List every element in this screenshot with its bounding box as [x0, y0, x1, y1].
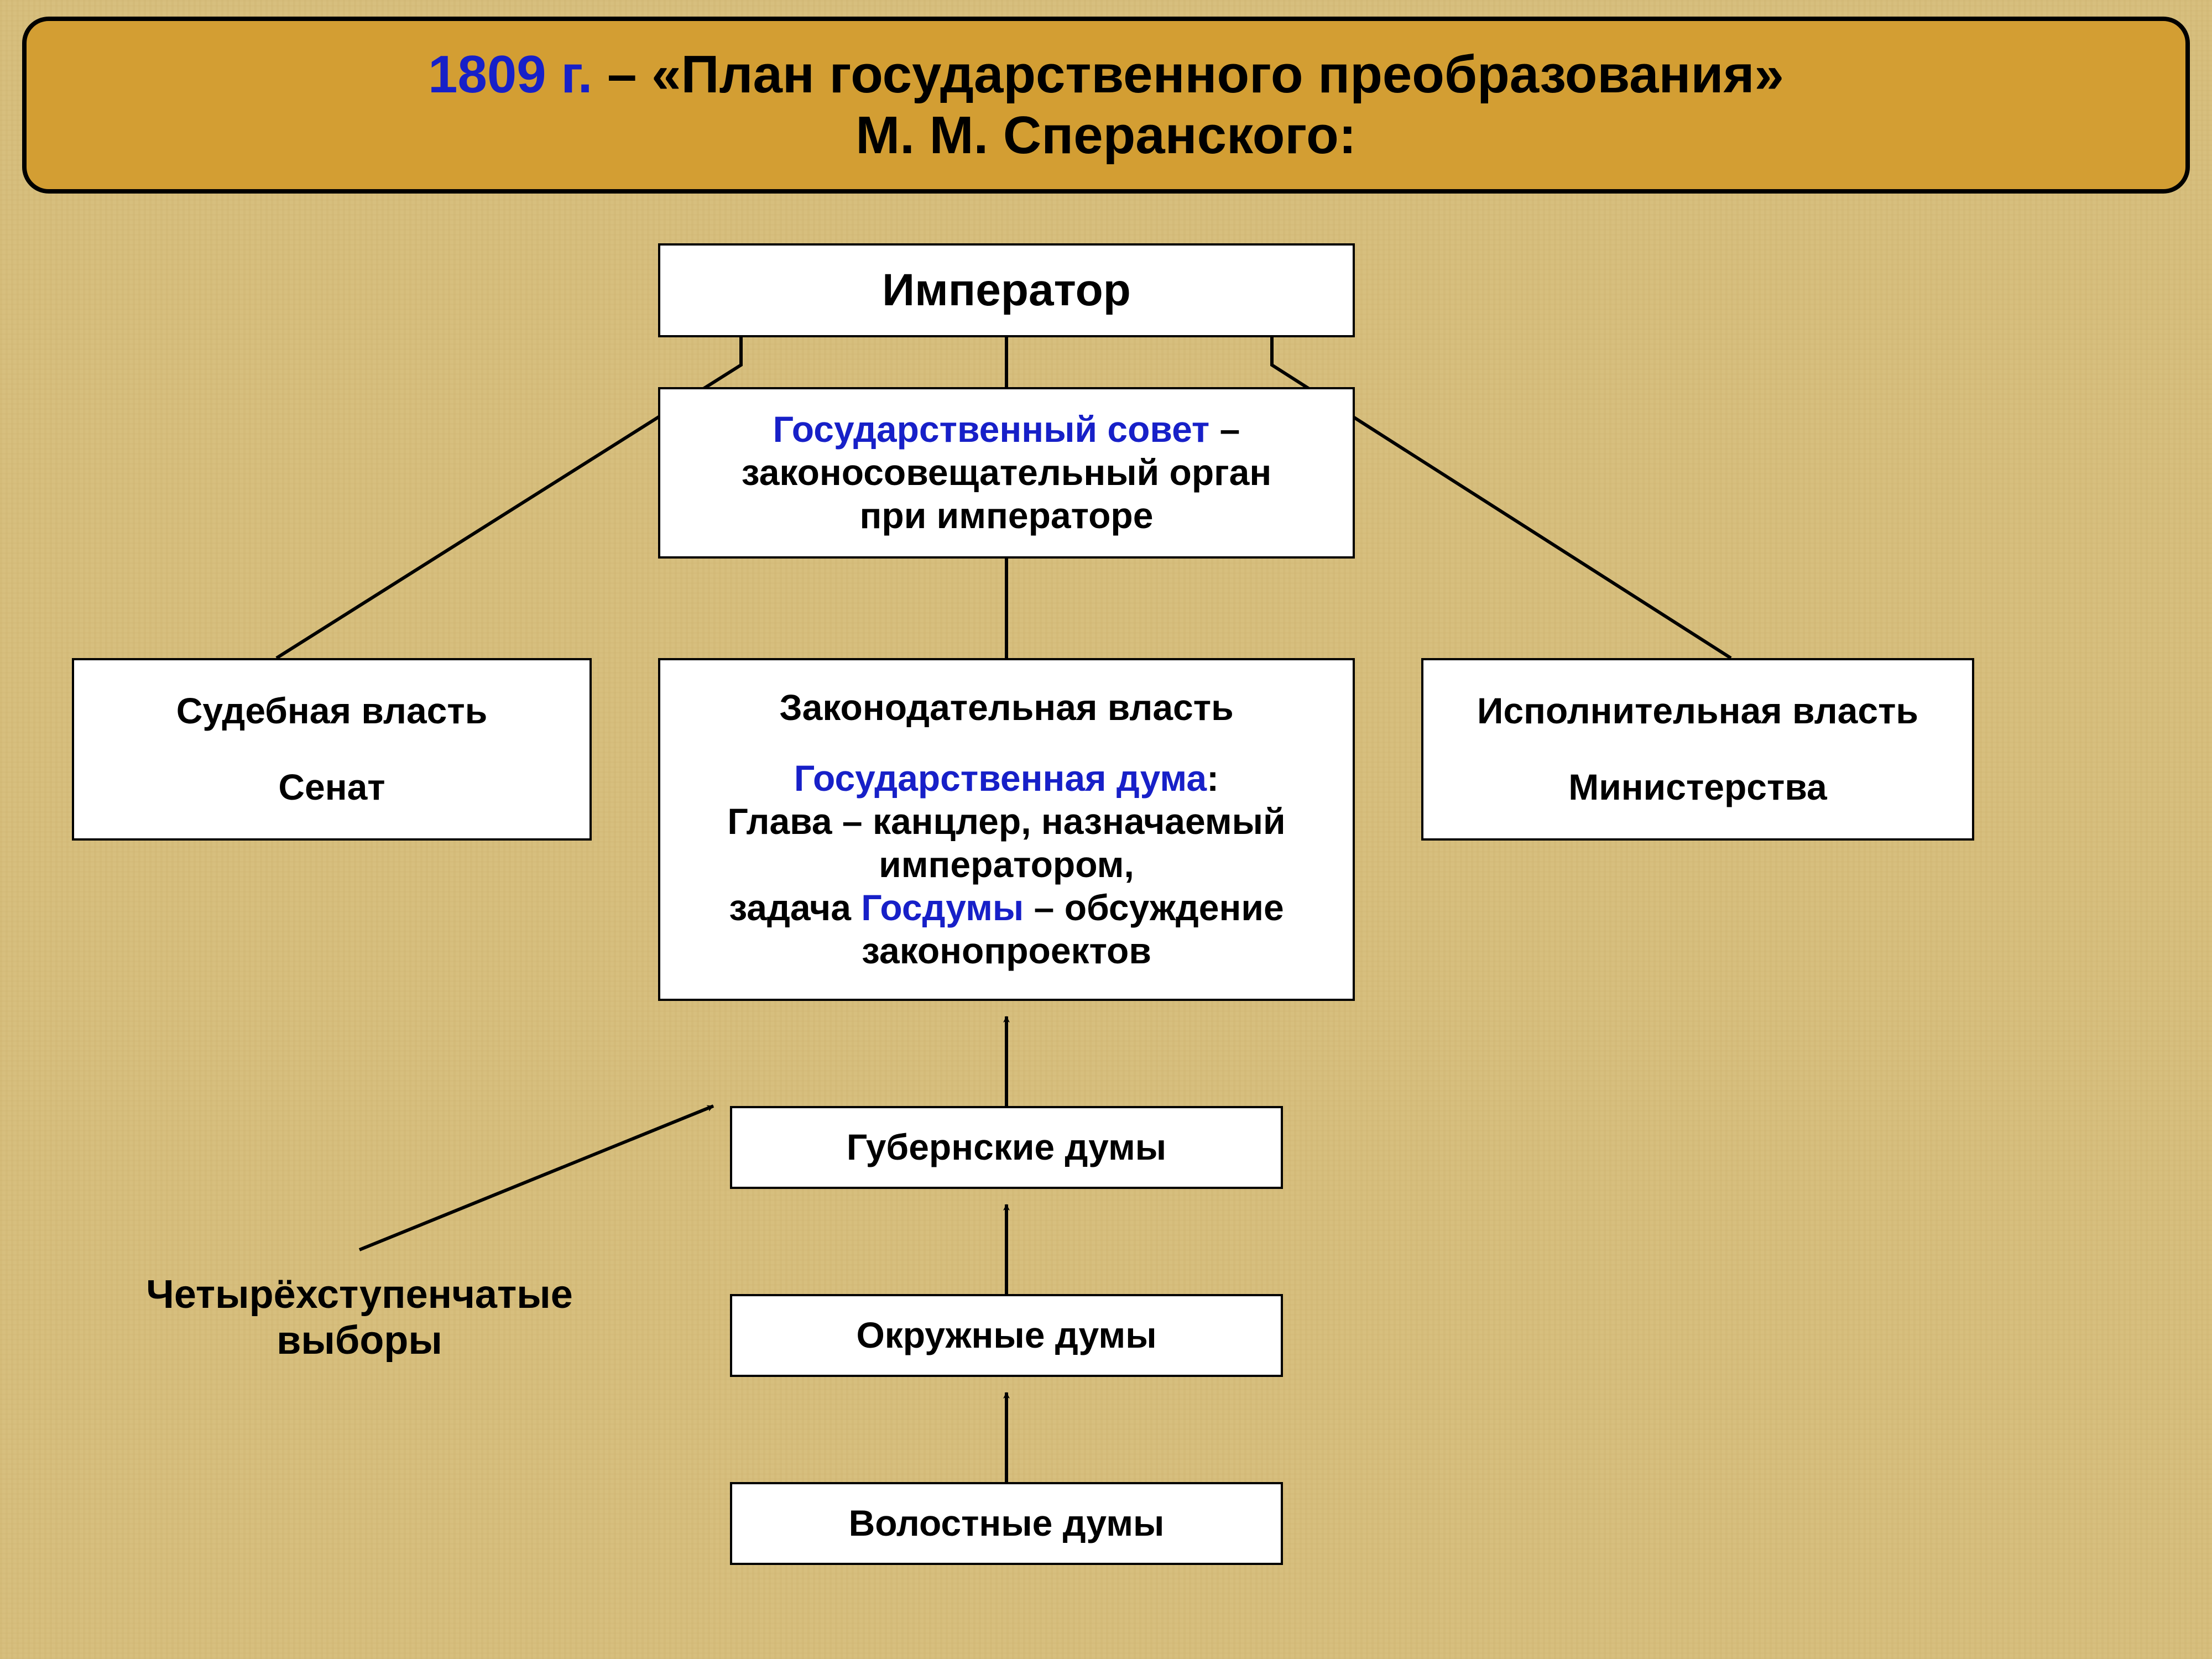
emperor-label: Император — [882, 264, 1131, 317]
council-line1-rest: – — [1209, 409, 1240, 450]
legislative-line6-blue: Госдумы — [861, 887, 1024, 928]
node-state-council: Государственный совет – законосовещатель… — [658, 387, 1355, 559]
judicial-line1: Судебная власть — [85, 690, 578, 733]
legislative-line6a: задача — [729, 887, 861, 928]
title-banner: 1809 г. – «План государственного преобра… — [22, 17, 2190, 194]
executive-line1: Исполнительная власть — [1434, 690, 1961, 733]
elections-label: Четырёхступенчатые выборы — [111, 1272, 608, 1364]
title-year: 1809 г. — [428, 45, 592, 104]
volost-label: Волостные думы — [849, 1502, 1165, 1545]
node-executive: Исполнительная власть Министерства — [1421, 658, 1974, 841]
council-line3: при императоре — [860, 495, 1154, 536]
node-legislative: Законодательная власть Государственная д… — [658, 658, 1355, 1001]
legislative-line6b: – обсуждение — [1024, 887, 1284, 928]
legislative-line3-blue: Государственная дума — [794, 758, 1207, 799]
executive-line2: Министерства — [1434, 766, 1961, 809]
node-volost-duma: Волостные думы — [730, 1482, 1283, 1565]
council-line1-blue: Государственный совет — [773, 409, 1210, 450]
diagram-canvas: 1809 г. – «План государственного преобра… — [0, 0, 2212, 1659]
elections-line1: Четырёхступенчатые — [146, 1272, 573, 1317]
gubernia-label: Губернские думы — [847, 1126, 1166, 1169]
node-emperor: Император — [658, 243, 1355, 337]
title-line2: М. М. Сперанского: — [855, 106, 1356, 165]
node-okrug-duma: Окружные думы — [730, 1294, 1283, 1377]
legislative-line1: Законодательная власть — [727, 686, 1285, 729]
okrug-label: Окружные думы — [856, 1314, 1156, 1357]
node-judicial: Судебная власть Сенат — [72, 658, 592, 841]
legislative-line5: императором, — [727, 843, 1285, 886]
legislative-line7: законопроектов — [727, 930, 1285, 973]
legislative-line3-rest: : — [1207, 758, 1219, 799]
legislative-line4: Глава – канцлер, назначаемый — [727, 800, 1285, 843]
node-gubernia-duma: Губернские думы — [730, 1106, 1283, 1189]
title-rest1: – «План государственного преобразования» — [592, 45, 1783, 104]
council-line2: законосовещательный орган — [742, 452, 1271, 493]
elections-line2: выборы — [276, 1318, 442, 1363]
judicial-line2: Сенат — [85, 766, 578, 809]
